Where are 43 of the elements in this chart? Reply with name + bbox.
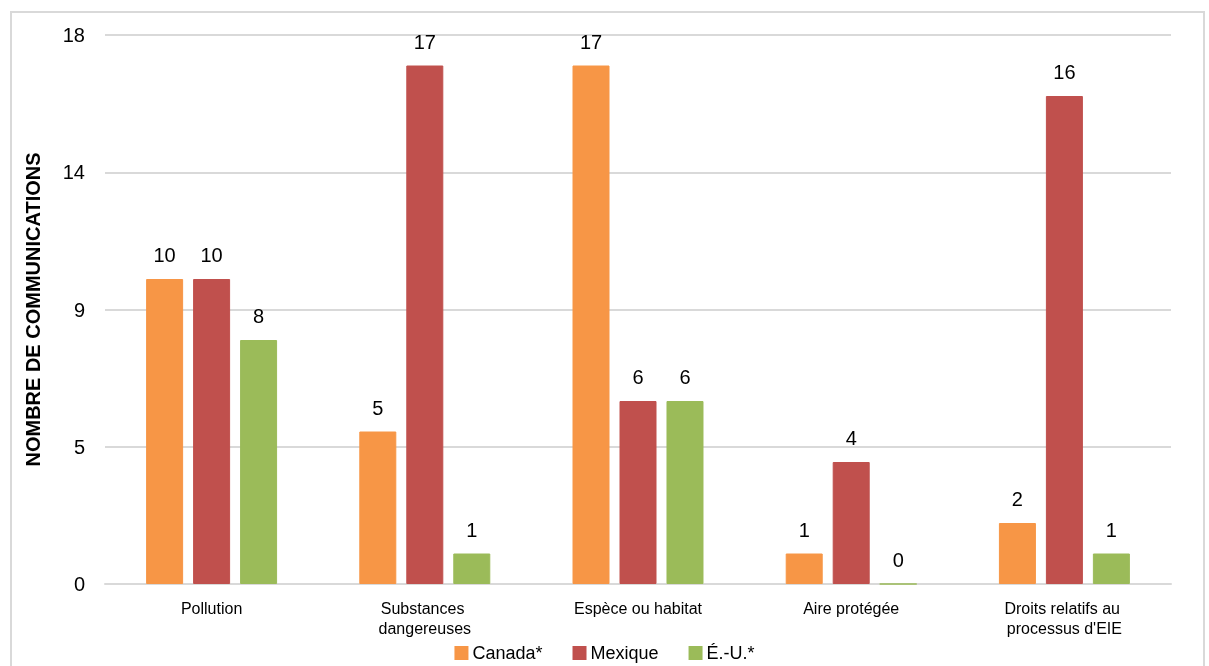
data-label: 0 bbox=[892, 548, 904, 571]
y-tick-label: 9 bbox=[73, 298, 85, 321]
bar bbox=[359, 431, 397, 584]
y-tick-label: 14 bbox=[62, 161, 85, 184]
data-label: 8 bbox=[253, 305, 265, 327]
data-label: 6 bbox=[679, 366, 691, 388]
y-axis-title: NOMBRE DE COMMUNICATIONS bbox=[22, 152, 44, 467]
data-label: 4 bbox=[845, 427, 857, 449]
legend-label: É.-U.* bbox=[706, 643, 755, 663]
bar bbox=[193, 279, 231, 584]
legend-label: Mexique bbox=[590, 643, 659, 663]
x-tick-label: Pollution bbox=[180, 599, 243, 617]
bar bbox=[832, 462, 870, 584]
data-label: 10 bbox=[153, 244, 176, 266]
data-label: 17 bbox=[579, 30, 603, 53]
bar bbox=[240, 340, 278, 584]
bar bbox=[998, 523, 1036, 584]
y-tick-label: 18 bbox=[62, 24, 85, 46]
data-label: 17 bbox=[413, 30, 436, 53]
bar bbox=[453, 553, 491, 584]
data-label: 16 bbox=[1053, 61, 1076, 83]
bar bbox=[785, 553, 823, 584]
data-label: 2 bbox=[1011, 488, 1023, 510]
bar bbox=[406, 65, 444, 584]
bar bbox=[146, 279, 184, 584]
bar bbox=[619, 401, 657, 584]
data-label: 1 bbox=[466, 518, 478, 541]
y-tick-label: 5 bbox=[73, 435, 85, 458]
data-label: 5 bbox=[372, 396, 384, 419]
bar bbox=[1045, 96, 1083, 584]
data-label: 6 bbox=[632, 366, 644, 388]
bar bbox=[572, 65, 610, 584]
bar bbox=[1092, 553, 1130, 584]
y-tick-label: 0 bbox=[73, 573, 85, 595]
legend-label: Canada* bbox=[472, 643, 543, 663]
x-tick-label: Droits relatifs au processus d'EIE bbox=[1004, 599, 1125, 637]
data-label: 10 bbox=[200, 244, 223, 266]
data-label: 1 bbox=[798, 518, 810, 541]
x-tick-label: Substances dangereuses bbox=[378, 599, 472, 637]
data-label: 1 bbox=[1105, 518, 1117, 541]
bar bbox=[666, 401, 704, 584]
x-tick-label: Aire protégée bbox=[803, 599, 900, 617]
x-tick-label: Espèce ou habitat bbox=[573, 599, 703, 617]
